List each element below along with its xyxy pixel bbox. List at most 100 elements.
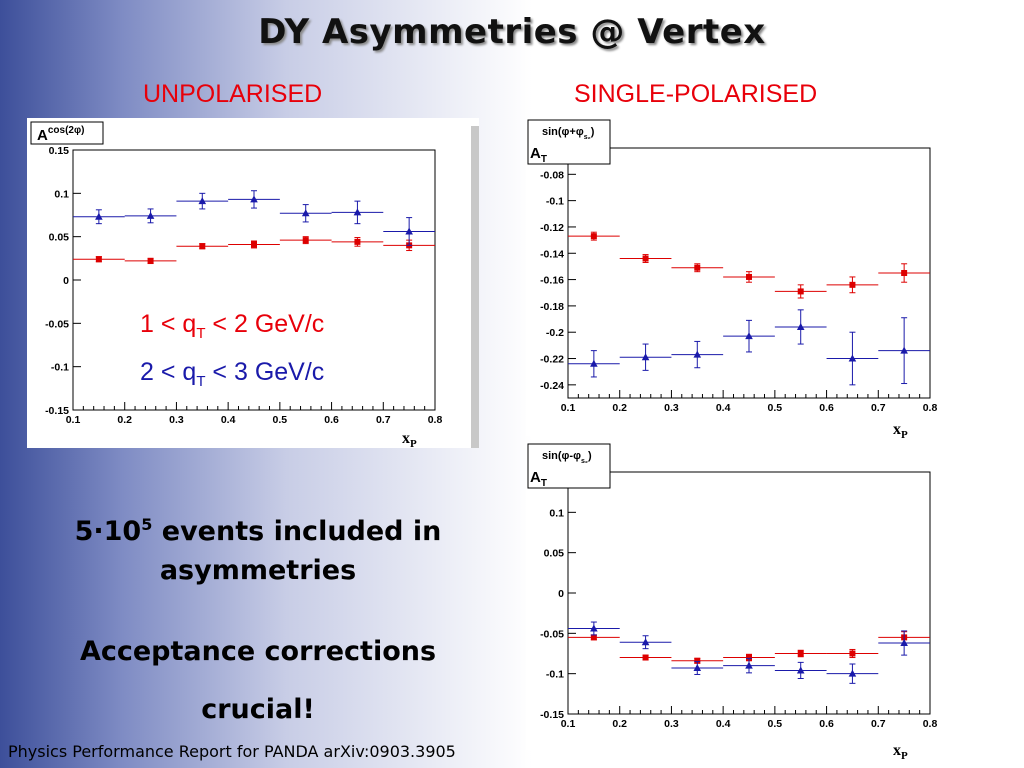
chart0-s1-point: [250, 195, 258, 203]
chart2-xtick-label: 0.5: [768, 718, 783, 730]
chart0-s0-point: [199, 243, 206, 250]
chart-sin-minus-svg: 0.1 0.2 0.3 0.4 0.5 0.6 0.7 0.8 0.1 0.05 0 -0.05 -0.…: [526, 442, 972, 750]
chart2-ytick-label: 0.1: [549, 507, 564, 519]
single-polarised-heading: SINGLE-POLARISED: [574, 80, 818, 108]
chart2-xtick-label: 0.4: [716, 718, 731, 730]
chart2-title-func: sin(φ-φs₂): [542, 450, 592, 465]
chart1-s1-point: [745, 332, 753, 340]
chart0-title: Acos(2φ): [37, 125, 84, 144]
chart0-s0-point: [251, 241, 257, 248]
footer-citation: Physics Performance Report for PANDA arX…: [8, 742, 456, 761]
chart2-xtick-label: 0.8: [923, 718, 938, 730]
chart2-frame: [567, 471, 931, 715]
chart2-s1-point: [693, 664, 702, 672]
chart0-s0-point: [95, 256, 102, 263]
chart1-title-main: AT: [530, 145, 547, 165]
chart0-s1-point: [146, 211, 155, 219]
chart0-s1-point: [95, 212, 103, 220]
chart2-s1-point: [796, 666, 805, 674]
chart2-s0-point: [849, 650, 856, 657]
chart2-s0-point: [797, 650, 804, 657]
chart0-xtick-label: 0.8: [428, 414, 443, 426]
chart1-ytick-label: -0.24: [540, 380, 564, 392]
chart1-ytick-label: -0.08: [540, 169, 564, 181]
legend-red-suffix: < 2 GeV/c: [205, 310, 325, 338]
chart2-xtick-label: 0.6: [819, 718, 834, 730]
chart2-s0-point: [642, 654, 649, 661]
chart0-ytick-label: 0.15: [49, 145, 70, 157]
chart1-ytick-label: -0.12: [540, 222, 564, 234]
legend-qt-2-3: 2 < qT < 3 GeV/c: [140, 358, 324, 390]
acceptance-note: Acceptance corrections: [79, 636, 437, 667]
chart0-ytick-label: -0.1: [51, 362, 69, 374]
chart0-ytick-label: 0.1: [54, 188, 69, 200]
legend-blue-suffix: < 3 GeV/c: [205, 358, 325, 386]
legend-red-prefix: 1 < q: [140, 310, 197, 338]
legend-red-sub: T: [196, 325, 206, 342]
chart1-s0-point: [746, 273, 752, 280]
chart0-xtick-label: 0.3: [169, 414, 184, 426]
chart0-xtick-label: 0.2: [117, 414, 132, 426]
chart0-title-box: [30, 121, 104, 145]
chart0-xtick-label: 0.1: [66, 414, 81, 426]
chart-unpolarised: 0.1 0.2 0.3 0.4 0.5 0.6 0.7 0.8 0.15 0.1 0.05 0 -0.0…: [27, 118, 479, 448]
chart1-xtick-label: 0.1: [561, 402, 576, 414]
chart2-title-main: AT: [530, 469, 547, 489]
chart2-s1-point: [900, 639, 908, 647]
chart0-s1-point: [353, 208, 362, 216]
legend-blue-sub: T: [196, 373, 206, 390]
chart1-title-box: [527, 119, 611, 165]
chart2-xtick-label: 0.3: [664, 718, 679, 730]
chart2-xtick-label: 0.1: [561, 718, 576, 730]
chart2-s1-point: [641, 638, 650, 646]
chart2-title-box: [527, 443, 611, 489]
chart1-xtick-label: 0.4: [716, 402, 731, 414]
chart-sin-minus: 0.1 0.2 0.3 0.4 0.5 0.6 0.7 0.8 0.1 0.05 0 -0.05 -0.…: [526, 442, 972, 750]
chart0-s1-point: [405, 227, 413, 235]
chart1-xtick-label: 0.6: [819, 402, 834, 414]
chart1-ytick-label: -0.14: [540, 248, 564, 260]
chart1-xtick-label: 0.7: [871, 402, 886, 414]
chart0-s0-point: [354, 238, 361, 245]
legend-qt-1-2: 1 < qT < 2 GeV/c: [140, 310, 324, 342]
chart0-s1-point: [198, 197, 207, 205]
chart2-s1-point: [848, 669, 857, 677]
chart2-s0-point: [746, 654, 752, 661]
chart-sin-plus-svg: 0.10.20.30.40.50.60.70.8-0.06-0.08-0.1-0…: [526, 118, 972, 436]
chart2-ytick-label: 0.05: [544, 548, 565, 560]
chart1-ytick-label: -0.18: [540, 301, 564, 313]
chart0-s0-point: [302, 237, 309, 244]
chart2-xtick-label: 0.2: [612, 718, 627, 730]
chart2-s0-point: [590, 634, 597, 641]
chart1-s1-point: [641, 353, 650, 361]
chart2-xtick-label: 0.7: [871, 718, 886, 730]
chart1-xtick-label: 0.3: [664, 402, 679, 414]
chart1-title-func: sin(φ+φs₂): [542, 126, 595, 141]
chart2-s1-point: [745, 661, 753, 669]
chart0-ytick-label: 0: [63, 275, 69, 287]
chart1-s0-point: [694, 264, 701, 271]
chart1-ytick-label: -0.1: [546, 196, 564, 208]
chart0-ytick-label: -0.05: [45, 318, 69, 330]
chart1-s0-point: [642, 255, 649, 262]
chart0-ytick-label: -0.15: [45, 405, 69, 417]
chart1-s1-point: [796, 322, 805, 330]
chart1-s1-point: [900, 346, 908, 354]
slide-title: DY Asymmetries @ Vertex: [258, 12, 766, 52]
crucial-note: crucial!: [201, 694, 315, 725]
chart2-ytick-label: -0.15: [540, 709, 564, 721]
chart0-s1-point: [301, 209, 310, 217]
chart2-ytick-label: 0: [558, 588, 564, 600]
chart0-xtick-label: 0.4: [221, 414, 236, 426]
chart0-s0-point: [147, 257, 154, 264]
chart1-xtick-label: 0.2: [612, 402, 627, 414]
chart0-shadow-right: [471, 126, 479, 448]
unpolarised-heading: UNPOLARISED: [143, 80, 323, 108]
chart0-xtick-label: 0.5: [273, 414, 288, 426]
chart1-ytick-label: -0.16: [540, 275, 564, 287]
chart1-s1-point: [590, 359, 598, 367]
chart-unpolarised-xlabel: xP: [402, 430, 417, 451]
chart1-xtick-label: 0.5: [768, 402, 783, 414]
chart-sin-plus: 0.10.20.30.40.50.60.70.8-0.06-0.08-0.1-0…: [526, 118, 972, 436]
chart2-s0-point: [694, 657, 701, 664]
